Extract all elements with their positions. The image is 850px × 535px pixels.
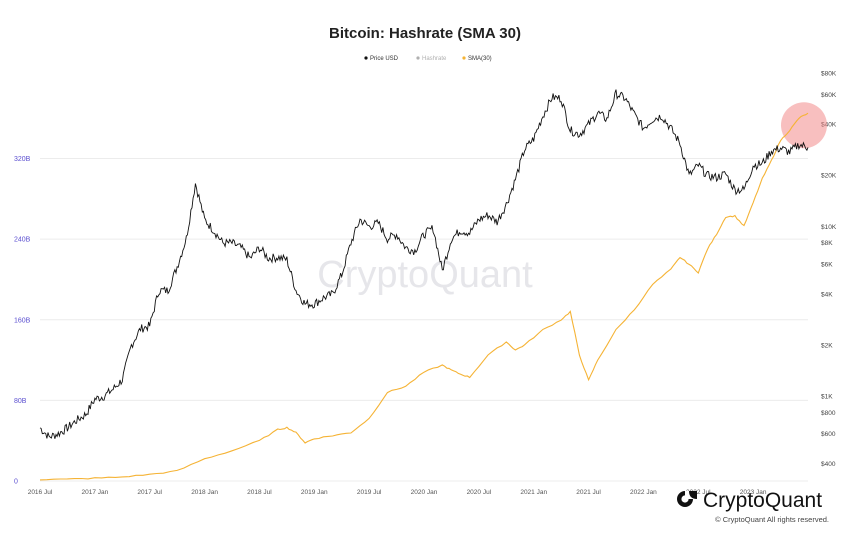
x-tick-label: 2016 Jul	[28, 489, 53, 496]
highlight-circle	[781, 102, 827, 149]
x-tick-label: 2020 Jul	[467, 489, 492, 496]
x-tick-label: 2022 Jul	[686, 489, 711, 496]
left-axis: 0 80B 160B 240B 320B	[14, 156, 31, 485]
legend-hashrate-marker	[416, 56, 420, 60]
left-tick-label: 0	[14, 479, 18, 486]
legend-price-label: Price USD	[370, 56, 399, 62]
right-tick-label: $800	[821, 410, 836, 417]
right-tick-label: $1K	[821, 393, 833, 400]
left-tick-label: 80B	[14, 398, 27, 405]
right-tick-label: $8K	[821, 240, 833, 247]
copyright-text: © CryptoQuant All rights reserved.	[715, 515, 829, 524]
x-axis: 2016 Jul 2017 Jan 2017 Jul 2018 Jan 2018 Jul…	[28, 489, 767, 496]
right-tick-label: $400	[821, 461, 836, 468]
x-tick-label: 2021 Jul	[576, 489, 601, 496]
x-tick-label: 2022 Jan	[630, 489, 657, 496]
chart-title: Bitcoin: Hashrate (SMA 30)	[329, 25, 521, 42]
x-tick-label: 2019 Jul	[357, 489, 382, 496]
legend: Price USD Hashrate SMA(30)	[364, 56, 492, 62]
cryptoquant-logo-icon	[677, 491, 697, 507]
x-tick-label: 2018 Jan	[191, 489, 218, 496]
left-tick-label: 320B	[14, 156, 31, 163]
right-tick-label: $40K	[821, 122, 837, 129]
right-axis: $80K $60K $40K $20K $10K $8K $6K $4K $2K $1K $800 $…	[821, 71, 837, 468]
legend-sma-label: SMA(30)	[468, 56, 492, 62]
right-tick-label: $2K	[821, 342, 833, 349]
x-tick-label: 2019 Jan	[301, 489, 328, 496]
x-tick-label: 2021 Jan	[520, 489, 547, 496]
right-tick-label: $600	[821, 431, 836, 438]
legend-sma-marker	[462, 56, 466, 60]
x-tick-label: 2018 Jul	[247, 489, 272, 496]
x-tick-label: 2017 Jan	[81, 489, 108, 496]
right-tick-label: $80K	[821, 71, 837, 78]
x-tick-label: 2023 Jan	[740, 489, 767, 496]
x-tick-label: 2020 Jan	[411, 489, 438, 496]
brand-name: CryptoQuant	[703, 489, 822, 512]
right-tick-label: $60K	[821, 92, 837, 99]
series-line-price-usd	[39, 89, 809, 439]
right-tick-label: $20K	[821, 173, 837, 180]
legend-price-marker	[364, 56, 368, 60]
watermark: CryptoQuant	[317, 254, 533, 296]
left-tick-label: 160B	[14, 317, 31, 324]
series-line-sma30	[39, 112, 809, 481]
right-tick-label: $10K	[821, 224, 837, 231]
right-tick-label: $6K	[821, 261, 833, 268]
left-tick-label: 240B	[14, 237, 31, 244]
legend-hashrate-label: Hashrate	[422, 56, 447, 62]
gridlines	[40, 158, 808, 482]
brand-logo: CryptoQuant	[677, 489, 822, 512]
right-tick-label: $4K	[821, 291, 833, 298]
x-tick-label: 2017 Jul	[137, 489, 162, 496]
